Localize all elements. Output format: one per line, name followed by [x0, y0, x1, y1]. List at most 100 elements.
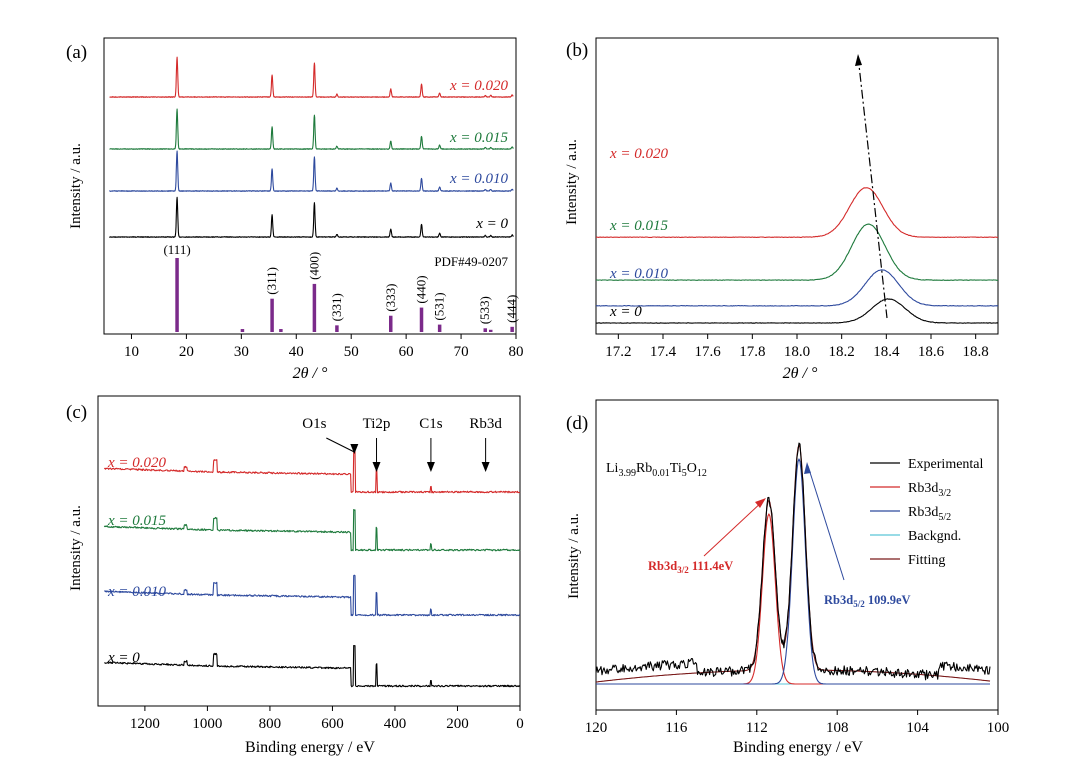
panel-b-legend-x015: x = 0.015: [609, 218, 669, 234]
panel-b-xtick-label: 18.4: [873, 344, 900, 360]
xps-survey-trace-x010: [104, 574, 521, 617]
panel-a-xlabel: 2θ / °: [293, 365, 328, 382]
panel-a-xtick-label: 60: [399, 344, 414, 360]
peak-trace-x010: [595, 269, 999, 307]
panel-d-xtick-label: 116: [665, 720, 687, 736]
panel-a-ylabel: Intensity / a.u.: [68, 143, 84, 229]
xps-survey-trace-x020: [103, 450, 521, 494]
xrd-trace-x010: [109, 150, 514, 192]
peak-annotation-arrow: [326, 437, 355, 453]
component-arrow-rb3d52: [807, 465, 845, 581]
panel-a-xtick-label: 50: [344, 344, 359, 360]
panel-a-xtick-label: 20: [179, 344, 194, 360]
reference-hkl-label: (531): [432, 292, 447, 320]
peak-annotation-arrowhead: [481, 462, 490, 472]
component-arrow-rb3d32: [703, 499, 765, 557]
panel-d-xtick-label: 108: [826, 720, 849, 736]
panel-c-xtick-label: 400: [384, 716, 407, 732]
reference-hkl-label: (533): [477, 296, 492, 324]
panel-d-sample-label: Li3.99Rb0.01Ti5O12: [606, 461, 707, 479]
xps-survey-trace-x015: [103, 508, 521, 552]
panel-b-xtick-label: 17.8: [739, 344, 765, 360]
panel-c-xtick-label: 0: [516, 716, 524, 732]
xrd-trace-x020: [109, 56, 514, 98]
peak-annotation-o1s: O1s: [302, 416, 326, 432]
peak-trace-x0: [595, 298, 999, 324]
panel-c-xtick-label: 200: [446, 716, 469, 732]
panel-c-legend-x010: x = 0.010: [107, 584, 167, 600]
panel-b-xtick-label: 18.0: [784, 344, 810, 360]
panel-a-frame: [103, 37, 517, 335]
panel-a-xtick-label: 70: [454, 344, 469, 360]
panel-d-xtick-label: 100: [987, 720, 1010, 736]
panel-b-ylabel: Intensity / a.u.: [564, 139, 580, 225]
panel-b-label: (b): [566, 40, 588, 61]
panel-c-xlabel: Binding energy / eV: [245, 739, 375, 756]
panel-c-legend-x015: x = 0.015: [107, 513, 167, 529]
panel-c-xtick-label: 1000: [192, 716, 222, 732]
reference-hkl-label: (311): [264, 267, 279, 295]
panel-c-xtick-label: 1200: [130, 716, 160, 732]
peak-annotation-arrowhead: [426, 462, 435, 472]
reference-hkl-label: (333): [383, 284, 398, 312]
panel-d-frame: [595, 399, 999, 711]
panel-b-shift-arrow: [857, 55, 888, 319]
panel-d-xtick-label: 120: [585, 720, 608, 736]
legend-entry: Backgnd.: [908, 529, 961, 544]
panel-b-legend-x020: x = 0.020: [609, 146, 669, 162]
component-arrowhead-rb3d52: [804, 462, 811, 474]
reference-hkl-label: (440): [414, 275, 429, 303]
experimental-curve: [595, 442, 991, 681]
panel-c-xtick-label: 800: [259, 716, 282, 732]
peak-trace-x015: [595, 223, 998, 281]
peak-annotation-c1s: C1s: [419, 416, 443, 432]
panel-c-xtick-label: 600: [321, 716, 344, 732]
panel-a-legend-x010: x = 0.010: [449, 171, 509, 187]
reference-hkl-label: (400): [306, 252, 321, 280]
panel-b-legend-x010: x = 0.010: [609, 266, 669, 282]
panel-d-ylabel: Intensity / a.u.: [566, 513, 582, 599]
panel-c-legend-x020: x = 0.020: [107, 455, 167, 471]
panel-d-xtick-label: 112: [746, 720, 768, 736]
xps-survey-trace-x0: [104, 645, 521, 688]
panel-d-label: (d): [566, 413, 588, 434]
panel-d-xlabel: Binding energy / eV: [733, 739, 863, 756]
peak-trace-x020: [595, 187, 999, 238]
panel-a-legend-x020: x = 0.020: [449, 78, 509, 94]
panel-b-xtick-label: 18.2: [829, 344, 855, 360]
peak-annotation-rb3d: Rb3d: [469, 416, 502, 432]
panel-b: (b) 17.2 17.4 17.6 17.8 18.0 18.2 18.4 18.6 18.8…: [564, 37, 999, 382]
peak-annotation-arrowhead: [372, 462, 381, 472]
legend-entry: Fitting: [908, 553, 945, 568]
component-arrowhead-rb3d32: [755, 498, 766, 508]
panel-a-xtick-label: 30: [234, 344, 249, 360]
panel-a-legend-x0: x = 0: [475, 216, 508, 232]
reference-hkl-label: (331): [329, 293, 344, 321]
panel-c-label: (c): [66, 402, 87, 423]
panel-b-xlabel: 2θ / °: [783, 365, 818, 382]
panel-b-xtick-label: 17.6: [695, 344, 722, 360]
component-label-rb3d52: Rb3d5/2 109.9eV: [824, 593, 911, 609]
panel-a-label: (a): [66, 42, 87, 63]
reference-hkl-label: (444): [504, 295, 519, 323]
panel-b-arrow-head: [855, 54, 862, 66]
panel-c-legend-x0: x = 0: [107, 650, 140, 666]
panel-b-frame: [595, 37, 999, 335]
peak-annotation-arrowhead: [350, 444, 359, 454]
panel-d-xtick-label: 104: [906, 720, 929, 736]
panel-d: (d) 120 116 112 108 104 100 Intensity / a.u. …: [566, 399, 1010, 756]
panel-a-xtick-label: 40: [289, 344, 304, 360]
panel-b-legend-x0: x = 0: [609, 304, 642, 320]
reference-hkl-label: (111): [163, 242, 190, 257]
panel-b-xtick-label: 17.4: [650, 344, 677, 360]
peak-annotation-ti2p: Ti2p: [363, 416, 391, 432]
legend-entry: Experimental: [908, 457, 984, 472]
panel-a-xtick-label: 80: [509, 344, 524, 360]
xrd-trace-x0: [109, 196, 514, 238]
panel-c-frame: [97, 395, 521, 707]
panel-a-xtick-label: 10: [124, 344, 139, 360]
panel-a-legend-x015: x = 0.015: [449, 130, 509, 146]
xrd-trace-x015: [109, 108, 514, 150]
panel-c: (c) 1200 1000 800 600 400 200 0 O1s Ti2p C1s Rb3d…: [66, 395, 524, 756]
